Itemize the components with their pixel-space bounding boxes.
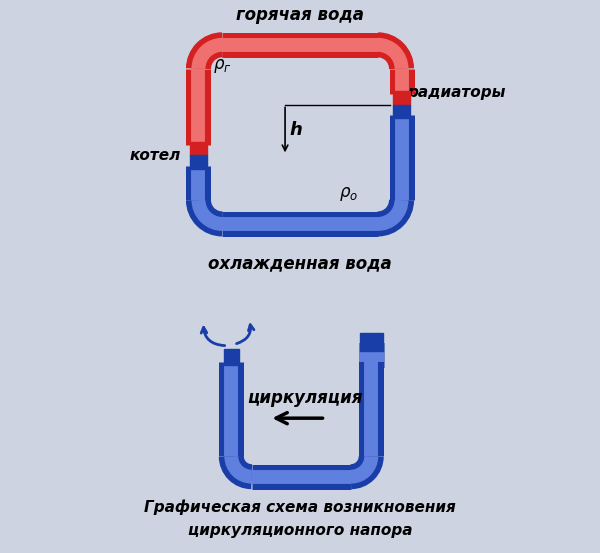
Bar (360, 333, 383, 351)
Text: циркуляционного напора: циркуляционного напора (188, 523, 412, 538)
Text: $\rho_г$: $\rho_г$ (214, 57, 232, 75)
Bar (392, 105, 410, 118)
Bar (190, 142, 208, 155)
Text: охлажденная вода: охлажденная вода (208, 254, 392, 272)
Bar (224, 349, 239, 365)
Text: котел: котел (130, 148, 181, 163)
Text: радиаторы: радиаторы (407, 85, 506, 100)
Text: $\rho_о$: $\rho_о$ (339, 185, 358, 203)
Text: Графическая схема возникновения: Графическая схема возникновения (144, 499, 456, 515)
Bar (392, 91, 410, 105)
Bar (190, 155, 208, 169)
Text: h: h (290, 121, 302, 139)
Text: циркуляция: циркуляция (247, 389, 363, 407)
Text: горячая вода: горячая вода (236, 6, 364, 24)
